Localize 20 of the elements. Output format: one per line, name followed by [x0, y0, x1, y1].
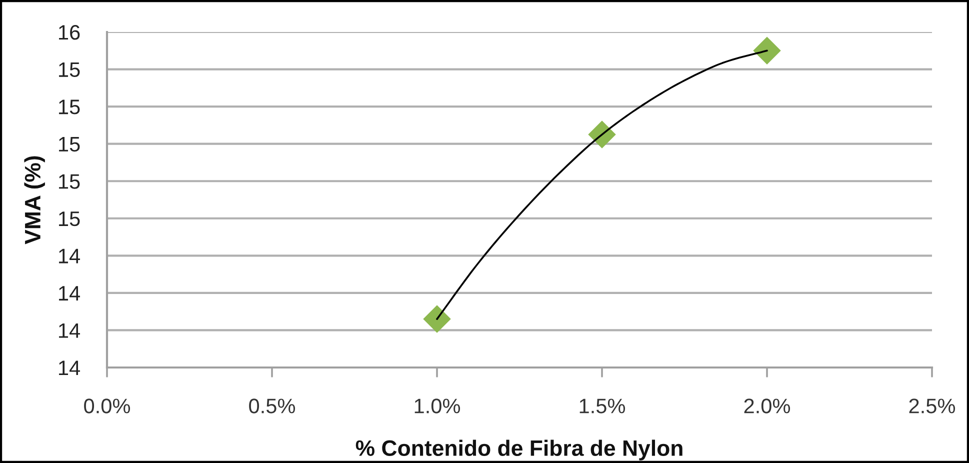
x-tick-label: 2.0% [744, 398, 790, 414]
y-tick-label: 14 [59, 323, 80, 338]
y-tick-label: 15 [59, 100, 80, 114]
x-tick-label: 2.5% [909, 398, 956, 414]
y-tick-label: 15 [59, 137, 80, 152]
y-tick-label: 15 [59, 212, 80, 226]
y-tick-label: 15 [59, 174, 80, 189]
y-tick-label: 14 [59, 286, 80, 300]
y-axis-title: VMA (%) [24, 156, 45, 244]
y-tick-label: 14 [59, 248, 80, 264]
point [753, 36, 781, 65]
y-tick-label: 16 [59, 25, 80, 40]
x-axis-title: % Contenido de Fibra de Nylon [356, 440, 682, 460]
point [423, 305, 451, 333]
y-tick-label: 14 [59, 360, 80, 376]
x-tick-label: 1.0% [414, 398, 460, 414]
x-tick-label: 0.5% [249, 398, 296, 414]
x-tick-label: 1.5% [580, 398, 626, 414]
x-tick-label: 0.0% [84, 398, 130, 414]
y-tick-label: 15 [59, 62, 80, 78]
